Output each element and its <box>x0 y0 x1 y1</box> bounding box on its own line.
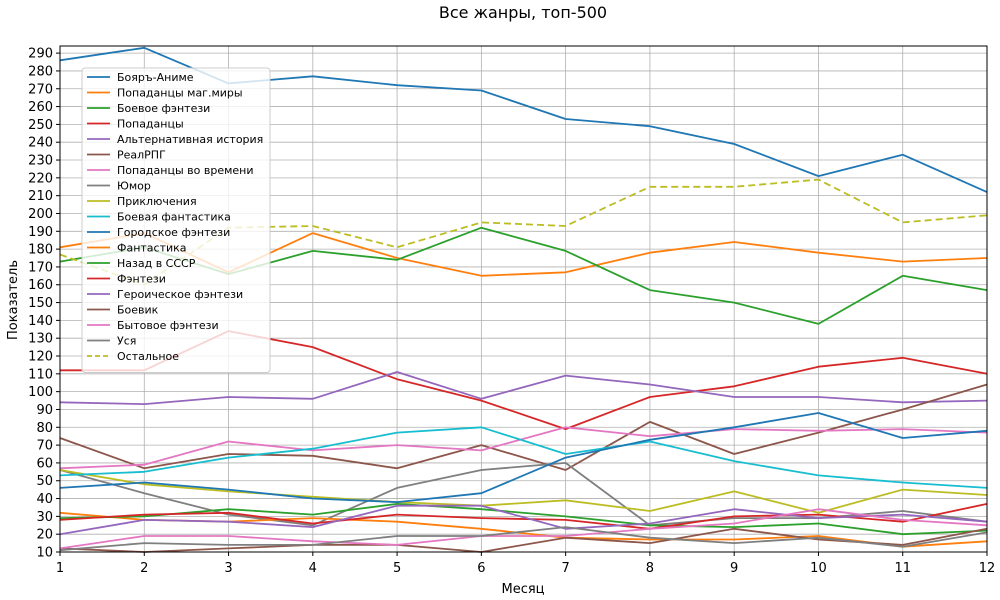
legend-label: Остальное <box>117 350 179 363</box>
legend-label: Боевое фэнтези <box>117 102 210 115</box>
y-tick-label: 50 <box>36 474 53 489</box>
y-tick-label: 140 <box>28 314 53 329</box>
y-tick-label: 150 <box>28 296 53 311</box>
legend: Бояръ-Аниме Попаданцы маг.миры Боевое фэнт… <box>81 67 271 373</box>
y-tick-label: 180 <box>28 243 53 258</box>
series-line <box>59 461 988 527</box>
x-tick-label: 4 <box>309 561 317 576</box>
x-tick-label: 11 <box>894 561 911 576</box>
legend-label: Фантастика <box>117 242 187 255</box>
x-tick-label: 10 <box>810 561 827 576</box>
y-tick-label: 260 <box>28 100 53 115</box>
legend-label: Попаданцы маг.миры <box>117 87 243 100</box>
y-tick-label: 220 <box>28 171 53 186</box>
x-tick-label: 1 <box>56 561 64 576</box>
series-line <box>59 502 988 536</box>
x-axis-title: Месяц <box>501 582 544 597</box>
x-tick-label: 12 <box>979 561 996 576</box>
y-tick-label: 130 <box>28 332 53 347</box>
y-tick-label: 10 <box>36 546 53 561</box>
y-axis-title: Показатель <box>6 260 21 340</box>
series-line <box>59 412 988 504</box>
y-tick-label: 60 <box>36 456 53 471</box>
legend-label: Попаданцы во времени <box>117 164 254 177</box>
y-tick-label: 200 <box>28 207 53 222</box>
axis-ticks: 1 2 3 4 5 6 7 8 9 10 11 121020304050607080901001101… <box>28 47 995 576</box>
legend-label: Героическое фэнтези <box>117 288 243 301</box>
y-tick-label: 190 <box>28 225 53 240</box>
y-tick-label: 20 <box>36 528 53 543</box>
legend-label: Бытовое фэнтези <box>117 319 219 332</box>
y-tick-label: 70 <box>36 439 53 454</box>
y-tick-label: 110 <box>28 367 53 382</box>
x-tick-label: 6 <box>477 561 485 576</box>
y-tick-label: 30 <box>36 510 53 525</box>
chart-title: Все жанры, топ-500 <box>439 3 607 22</box>
y-tick-label: 280 <box>28 64 53 79</box>
y-tick-label: 170 <box>28 260 53 275</box>
series-line <box>59 526 988 552</box>
series-line <box>59 469 988 514</box>
legend-label: Фэнтези <box>117 273 166 286</box>
y-tick-label: 120 <box>28 350 53 365</box>
plot-frame <box>59 45 988 553</box>
legend-label: Юмор <box>117 180 151 193</box>
legend-label: Боевая фантастика <box>117 211 231 224</box>
y-tick-label: 250 <box>28 118 53 133</box>
series-line <box>59 383 988 471</box>
legend-label: Альтернативная история <box>117 133 263 146</box>
series-line <box>59 503 988 530</box>
legend-label: Попаданцы <box>117 118 184 131</box>
y-tick-label: 210 <box>28 189 53 204</box>
y-tick-label: 290 <box>28 47 53 62</box>
x-tick-label: 8 <box>646 561 654 576</box>
series-line <box>59 371 988 406</box>
y-tick-label: 240 <box>28 136 53 151</box>
series-line <box>59 504 988 536</box>
legend-label: Уся <box>117 335 136 348</box>
series-line <box>59 426 988 489</box>
series-line <box>59 527 988 553</box>
y-tick-label: 80 <box>36 421 53 436</box>
x-tick-label: 9 <box>730 561 738 576</box>
series-line <box>59 508 988 550</box>
y-tick-label: 160 <box>28 278 53 293</box>
legend-label: Городское фэнтези <box>117 226 230 239</box>
y-tick-label: 40 <box>36 492 53 507</box>
x-tick-label: 7 <box>561 561 569 576</box>
y-tick-label: 270 <box>28 82 53 97</box>
y-tick-label: 100 <box>28 385 53 400</box>
series-line <box>59 426 988 470</box>
x-tick-label: 3 <box>224 561 232 576</box>
y-tick-label: 230 <box>28 154 53 169</box>
legend-label: РеалРПГ <box>117 149 166 162</box>
x-tick-label: 5 <box>393 561 401 576</box>
legend-box <box>81 67 271 373</box>
legend-label: Бояръ-Аниме <box>117 71 194 84</box>
legend-label: Боевик <box>117 304 159 317</box>
y-tick-label: 90 <box>36 403 53 418</box>
x-tick-label: 2 <box>140 561 148 576</box>
legend-label: Приключения <box>117 195 197 208</box>
legend-label: Назад в СССР <box>117 257 196 270</box>
